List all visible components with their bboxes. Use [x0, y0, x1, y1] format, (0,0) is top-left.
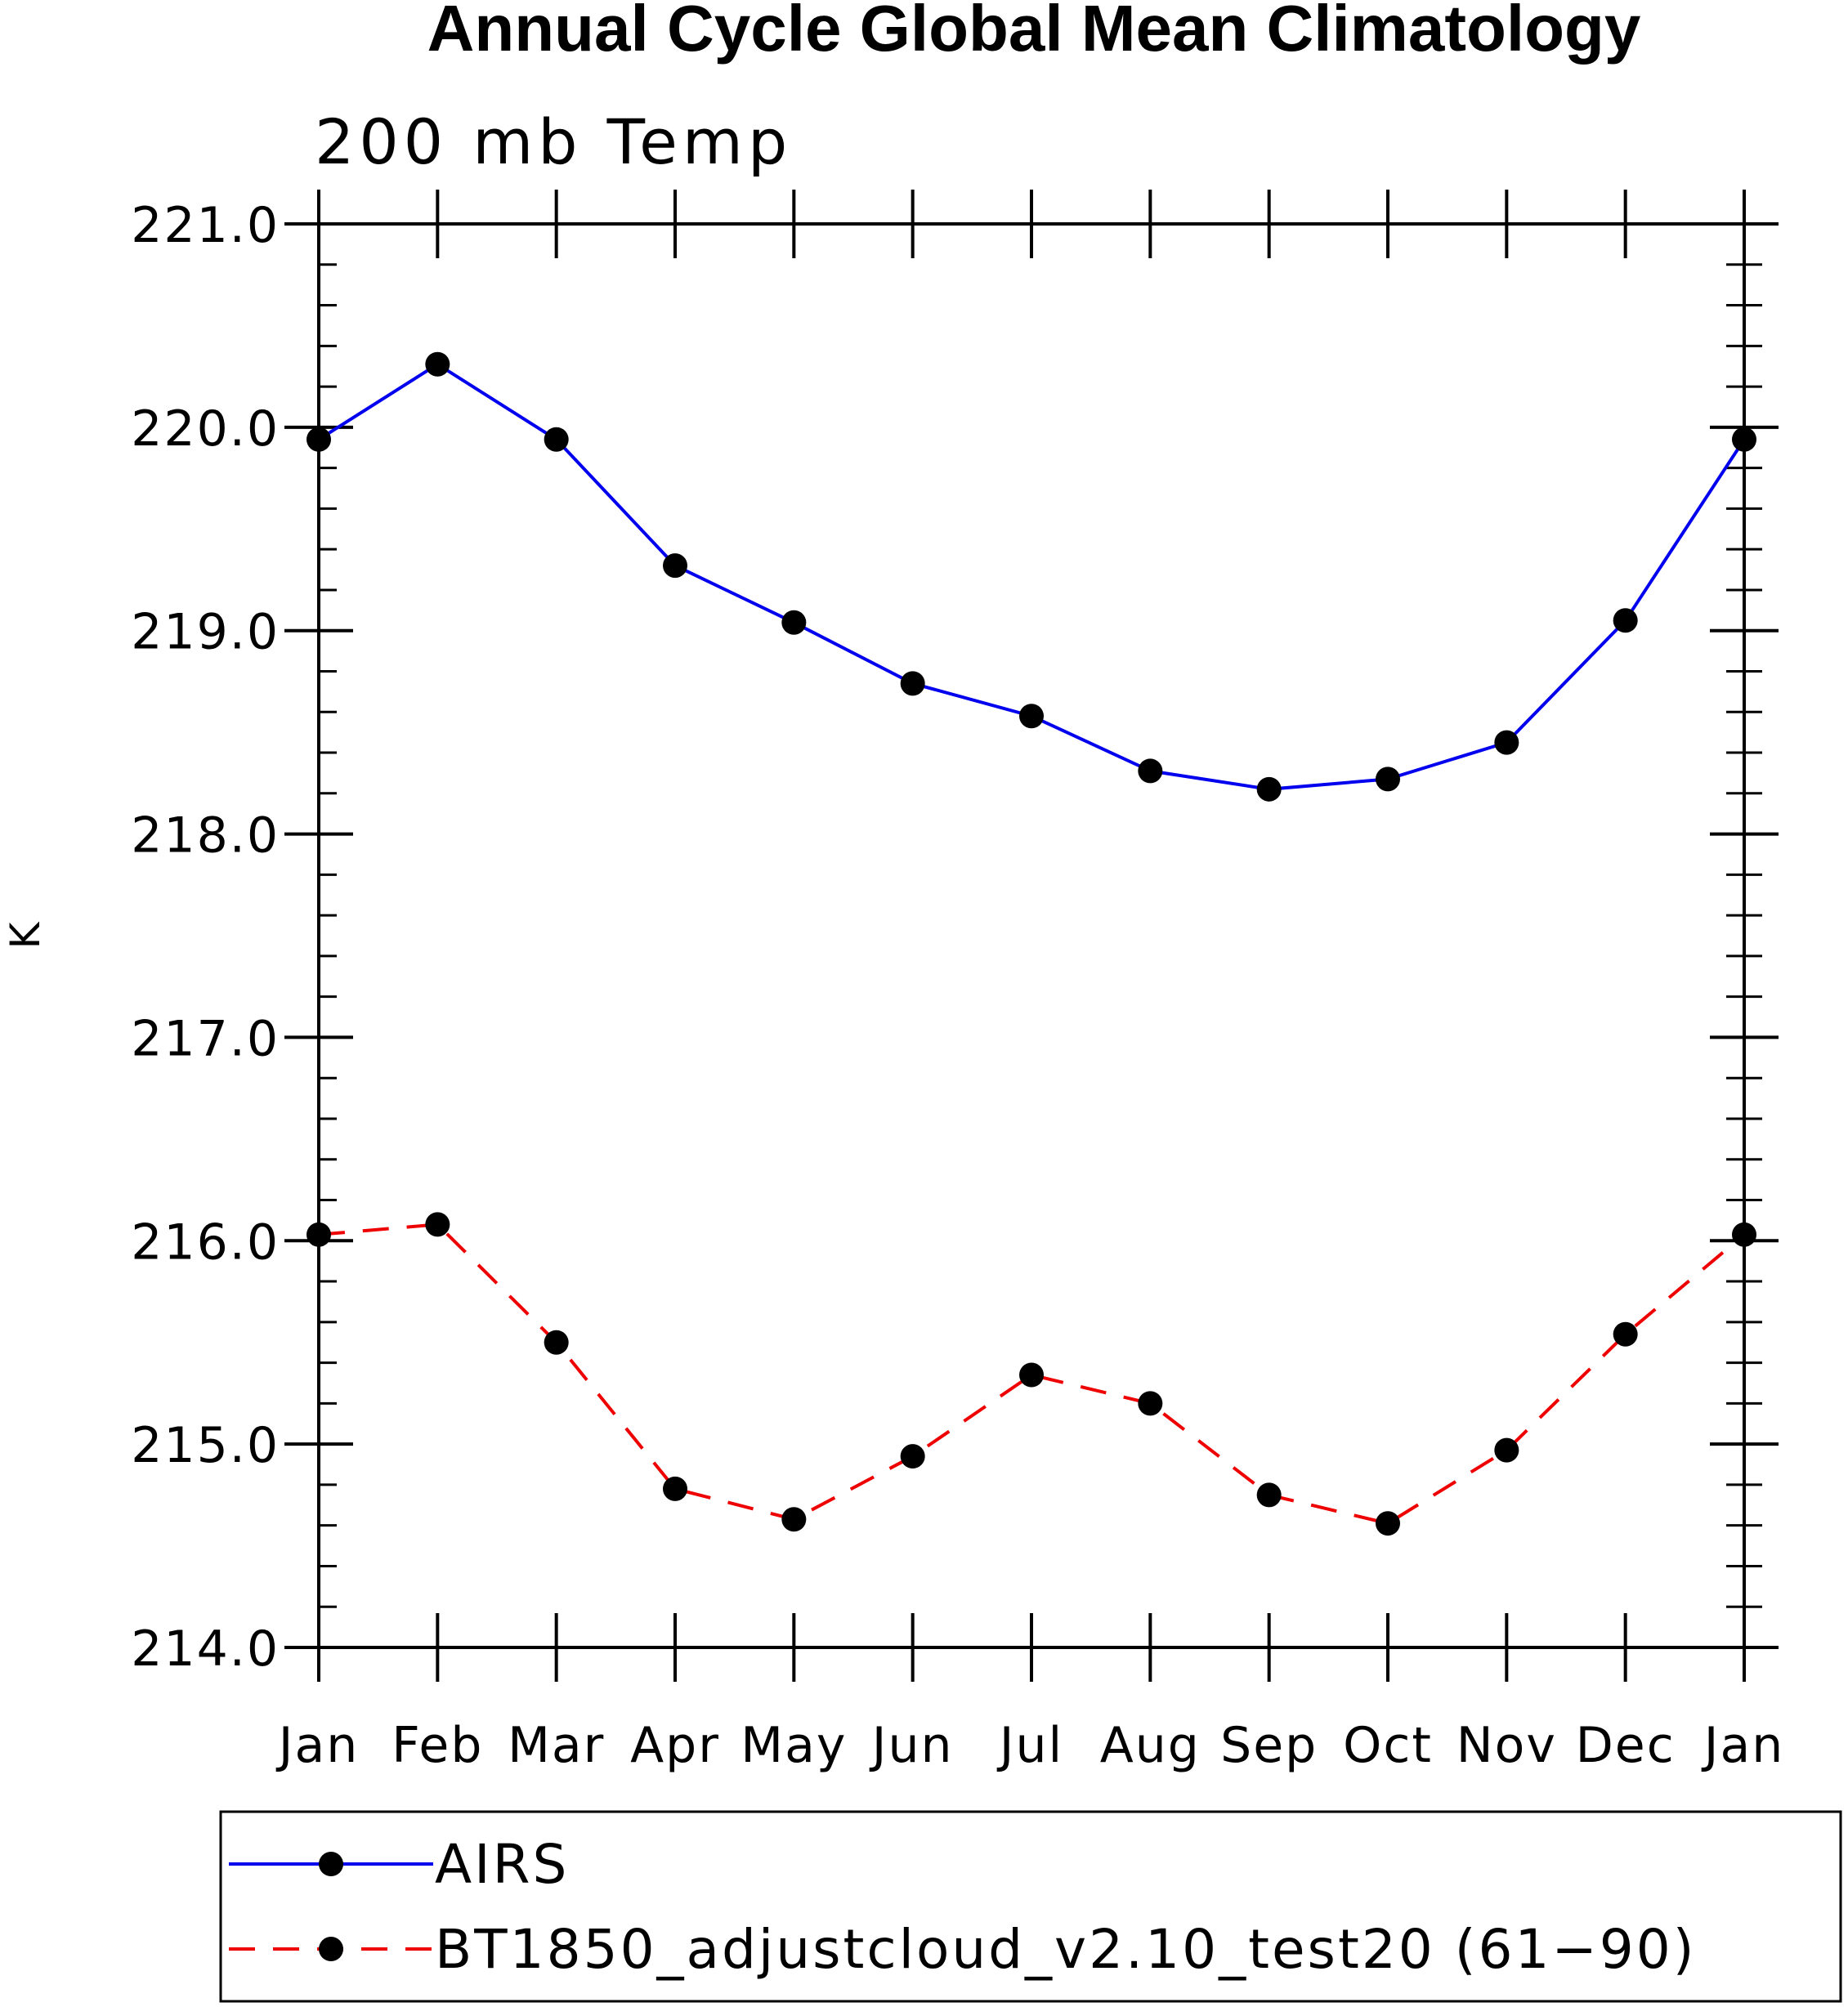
- series-0-point: [1256, 776, 1282, 802]
- x-axis-tick-labels: Jan Feb Mar Apr May Jun Jul Aug Sep Oct Nov Dec Jan: [275, 1717, 1785, 1774]
- x-tick-label: Mar: [508, 1717, 605, 1774]
- series-1-point: [781, 1507, 807, 1532]
- y-tick-label: 218.0: [131, 807, 280, 865]
- y-tick-label: 216.0: [131, 1214, 280, 1271]
- y-tick-label: 221.0: [131, 197, 280, 254]
- series-layer: [307, 351, 1756, 1536]
- legend-marker-model: [319, 1937, 343, 1961]
- series-1-point: [425, 1212, 450, 1237]
- series-1-point: [1613, 1321, 1638, 1347]
- y-tick-label: 214.0: [131, 1620, 280, 1678]
- plot-area: [317, 222, 1746, 1649]
- y-tick-label: 220.0: [131, 400, 280, 458]
- series-1-point: [1019, 1362, 1044, 1388]
- legend: AIRS BT1850_adjustcloud_v2.10_test20 (61…: [219, 1810, 1842, 2003]
- x-tick-label: May: [741, 1717, 847, 1774]
- chart-title: Annual Cycle Global Mean Climatology: [427, 0, 1641, 65]
- x-tick-label: Aug: [1100, 1717, 1201, 1774]
- x-tick-label: Nov: [1456, 1717, 1557, 1774]
- x-tick-label: Sep: [1220, 1717, 1318, 1774]
- series-0-point: [1494, 730, 1519, 755]
- series-0-point: [1613, 608, 1638, 633]
- x-tick-label: Oct: [1343, 1717, 1433, 1774]
- x-tick-label: Jan: [1701, 1717, 1785, 1774]
- series-1-point: [1494, 1437, 1519, 1463]
- y-axis-ticks: [284, 222, 1779, 1649]
- series-0-point: [1732, 427, 1756, 452]
- series-0-point: [900, 671, 925, 696]
- legend-label-airs: AIRS: [435, 1833, 569, 1896]
- x-tick-label: Jul: [996, 1717, 1063, 1774]
- series-0-point: [307, 427, 331, 452]
- x-tick-label: Apr: [630, 1717, 720, 1774]
- series-1-point: [1138, 1391, 1163, 1416]
- series-1-point: [307, 1222, 331, 1247]
- series-0-point: [425, 351, 450, 377]
- series-1-point: [663, 1476, 687, 1501]
- legend-label-model: BT1850_adjustcloud_v2.10_test20 (61−90): [435, 1918, 1697, 1981]
- legend-marker-airs: [319, 1852, 343, 1876]
- series-1-point: [544, 1330, 569, 1355]
- x-axis-ticks: [317, 190, 1746, 1682]
- series-0-point: [663, 553, 687, 579]
- series-1-point: [1256, 1482, 1282, 1508]
- y-tick-label: 217.0: [131, 1010, 280, 1067]
- x-tick-label: Jun: [869, 1717, 954, 1774]
- y-tick-label: 219.0: [131, 604, 280, 661]
- series-0-point: [1019, 704, 1044, 729]
- series-0-point: [1376, 767, 1400, 792]
- legend-box: [219, 1810, 1842, 2003]
- series-1-point: [1376, 1511, 1400, 1536]
- series-0-point: [544, 427, 569, 452]
- series-1-point: [900, 1444, 925, 1469]
- series-0-point: [781, 610, 807, 635]
- y-axis-label: K: [2, 921, 49, 949]
- series-0-point: [1138, 758, 1163, 784]
- chart-subtitle: 200 mb Temp: [315, 105, 792, 178]
- series-1-point: [1732, 1222, 1756, 1247]
- x-tick-label: Feb: [392, 1717, 483, 1774]
- x-tick-label: Dec: [1576, 1717, 1676, 1774]
- y-axis-tick-labels: 214.0 215.0 216.0 217.0 218.0 219.0 220.0 221.0: [131, 197, 280, 1678]
- x-tick-label: Jan: [275, 1717, 360, 1774]
- y-tick-label: 215.0: [131, 1417, 280, 1474]
